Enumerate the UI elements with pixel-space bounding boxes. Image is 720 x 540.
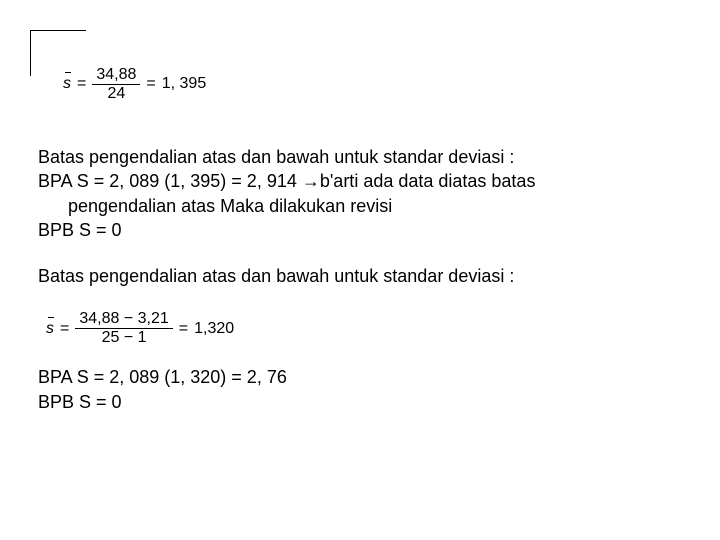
paragraph-1: Batas pengendalian atas dan bawah untuk … [38,145,685,242]
para1-line3: pengendalian atas Maka dilakukan revisi [38,194,685,218]
formula-1-fraction: 34,88 24 [92,66,140,103]
equals-sign: = [60,320,69,338]
formula-1-lhs-symbol: s [63,75,71,93]
para3-line1: BPA S = 2, 089 (1, 320) = 2, 76 [38,365,685,389]
content-area: Batas pengendalian atas dan bawah untuk … [38,145,685,436]
formula-1: s = 34,88 24 = 1, 395 [63,66,206,103]
equals-sign: = [146,75,155,93]
formula-1-numerator: 34,88 [92,66,140,85]
equals-sign: = [179,320,188,338]
formula-2-denominator: 25 − 1 [75,329,172,347]
formula-1-denominator: 24 [92,85,140,103]
formula-2: s = 34,88 − 3,21 25 − 1 = 1,320 [46,310,685,347]
arrow-icon: → [302,171,320,191]
para1-line4: BPB S = 0 [38,218,685,242]
paragraph-2: Batas pengendalian atas dan bawah untuk … [38,264,685,288]
formula-1-rhs: 1, 395 [162,75,206,93]
formula-2-lhs-symbol: s [46,320,54,338]
para1-line2: BPA S = 2, 089 (1, 395) = 2, 914 →b'arti… [38,169,685,193]
paragraph-3: BPA S = 2, 089 (1, 320) = 2, 76 BPB S = … [38,365,685,414]
para2-line1: Batas pengendalian atas dan bawah untuk … [38,264,685,288]
formula-2-fraction: 34,88 − 3,21 25 − 1 [75,310,172,347]
formula-2-rhs: 1,320 [194,320,234,338]
slide-container: s = 34,88 24 = 1, 395 Batas pengendalian… [0,0,720,540]
para1-line2-pre: BPA S = 2, 089 (1, 395) = 2, 914 [38,171,302,191]
para1-line1: Batas pengendalian atas dan bawah untuk … [38,145,685,169]
equals-sign: = [77,75,86,93]
para3-line2: BPB S = 0 [38,390,685,414]
para1-line2-post: b'arti ada data diatas batas [320,171,536,191]
formula-2-numerator: 34,88 − 3,21 [75,310,172,329]
